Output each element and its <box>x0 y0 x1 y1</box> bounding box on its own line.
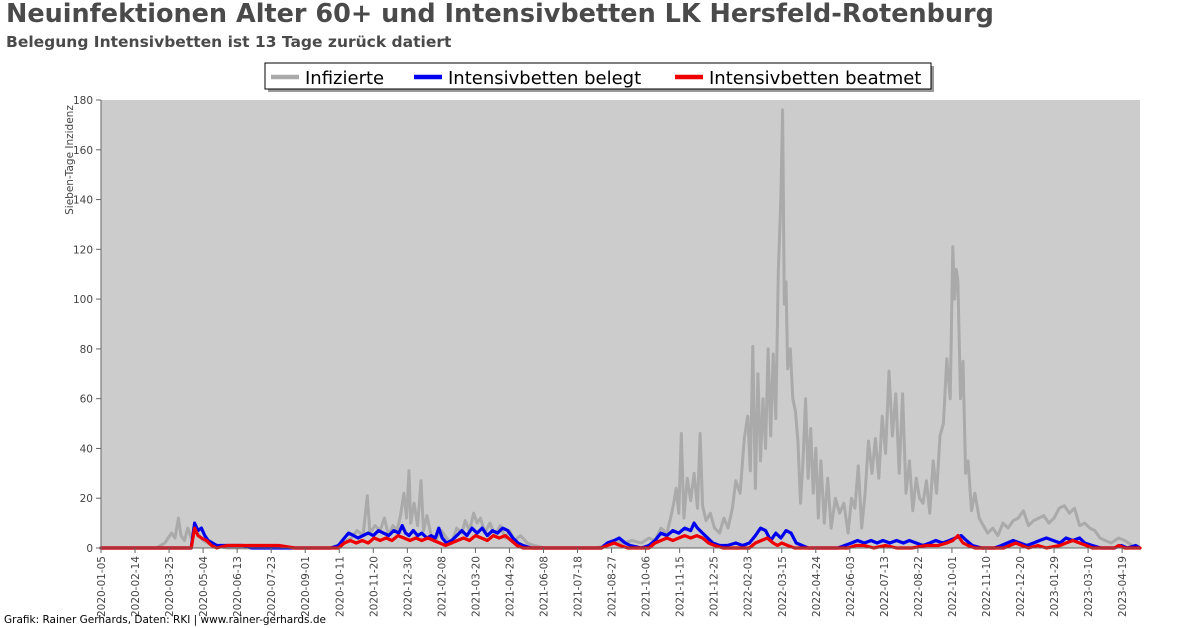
x-tick-label: 2020-09-01 <box>300 556 312 617</box>
y-tick-label: 180 <box>73 95 93 107</box>
x-tick-label: 2020-01-05 <box>96 556 108 617</box>
legend-box <box>264 62 932 90</box>
x-tick-label: 2023-04-19 <box>1117 556 1129 617</box>
x-tick-label: 2022-02-03 <box>743 556 755 617</box>
y-tick-label: 0 <box>86 543 93 555</box>
chart-title: Neuinfektionen Alter 60+ und Intensivbet… <box>6 0 994 29</box>
x-tick-label: 2023-03-10 <box>1083 556 1095 617</box>
y-tick-label: 140 <box>73 195 93 207</box>
y-tick-label: 60 <box>80 394 93 406</box>
y-tick-label: 20 <box>80 493 93 505</box>
y-tick-label: 120 <box>73 244 93 256</box>
x-tick-label: 2022-04-24 <box>811 556 823 617</box>
x-tick-label: 2021-04-29 <box>504 556 516 617</box>
x-tick-label: 2020-03-25 <box>164 556 176 617</box>
x-tick-label: 2022-08-22 <box>913 556 925 617</box>
x-tick-label: 2020-12-30 <box>402 556 414 617</box>
x-tick-label: 2020-06-13 <box>232 556 244 617</box>
legend-label[interactable]: Intensivbetten belegt <box>448 68 641 89</box>
legend-label[interactable]: Infizierte <box>305 68 384 89</box>
y-tick-label: 40 <box>80 443 93 455</box>
x-tick-label: 2022-03-15 <box>777 556 789 617</box>
x-tick-label: 2021-02-08 <box>436 556 448 617</box>
x-tick-label: 2022-06-03 <box>845 556 857 617</box>
x-tick-label: 2023-01-29 <box>1049 556 1061 617</box>
x-tick-label: 2020-11-20 <box>368 556 380 617</box>
legend[interactable]: Infizierte Intensivbetten belegt Intensivb… <box>264 62 934 92</box>
y-tick-label: 160 <box>73 145 93 157</box>
x-tick-label: 2021-12-25 <box>709 556 721 617</box>
x-tick-label: 2021-08-27 <box>607 556 619 617</box>
x-tick-label: 2020-05-04 <box>198 556 210 617</box>
x-tick-label: 2021-07-18 <box>573 556 585 617</box>
y-tick-label: 100 <box>73 294 93 306</box>
y-tick-label: 80 <box>80 344 93 356</box>
legend-label[interactable]: Intensivbetten beatmet <box>709 68 921 89</box>
x-tick-label: 2022-10-01 <box>947 556 959 617</box>
source-credit: Grafik: Rainer Gerhards, Daten: RKI | ww… <box>4 614 326 626</box>
x-tick-label: 2020-10-11 <box>334 556 346 617</box>
x-tick-label: 2020-07-23 <box>266 556 278 617</box>
x-tick-label: 2021-03-20 <box>470 556 482 617</box>
y-axis-title: Sieben-Tage Inzidenz <box>64 105 76 215</box>
chart-subtitle: Belegung Intensivbetten ist 13 Tage zurü… <box>6 33 452 51</box>
plot-area <box>101 100 1140 548</box>
x-tick-label: 2020-02-14 <box>130 556 142 617</box>
x-tick-label: 2022-12-20 <box>1015 556 1027 617</box>
x-tick-label: 2021-06-08 <box>538 556 550 617</box>
x-tick-label: 2022-07-13 <box>879 556 891 617</box>
axis-layer: 0 20 40 60 80 100 120 140 160 180 2020-01-05 2020-0… <box>64 95 1140 617</box>
x-tick-label: 2022-11-10 <box>981 556 993 617</box>
x-tick-label: 2021-11-15 <box>675 556 687 617</box>
series-line-infizierte <box>99 108 1142 550</box>
x-tick-label: 2021-10-06 <box>641 556 653 617</box>
